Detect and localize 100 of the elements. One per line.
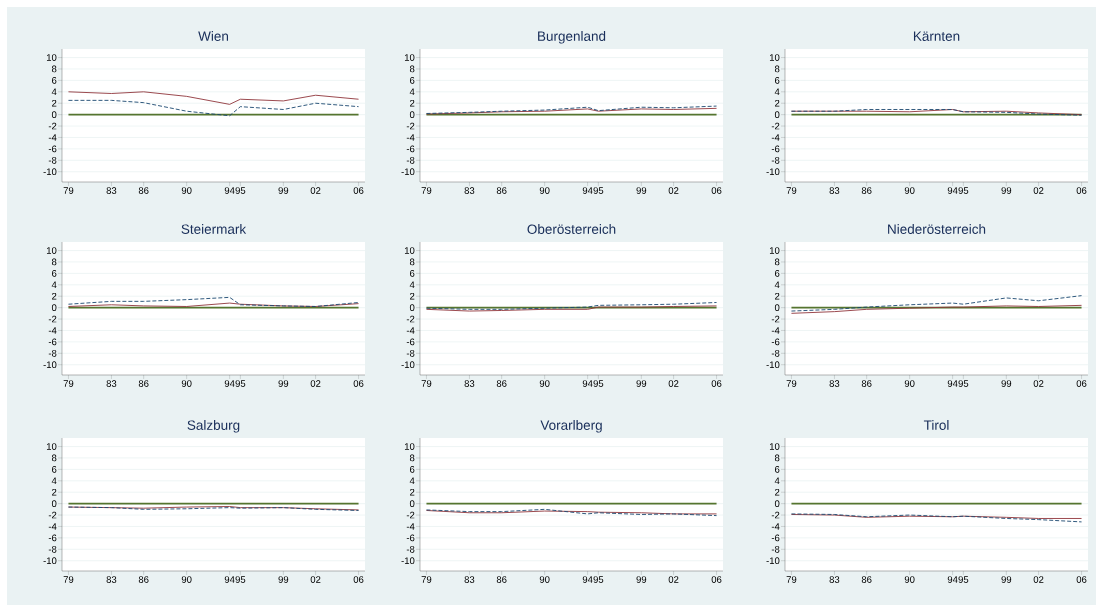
y-tick-label: 4 <box>51 88 57 96</box>
x-tick-label: 86 <box>496 187 507 194</box>
x-tick-label: 86 <box>861 576 872 583</box>
y-tick-label: 8 <box>774 65 780 73</box>
x-tick-label: 99 <box>636 380 647 387</box>
y-tick-label: 6 <box>52 77 57 84</box>
y-tick-label: 8 <box>51 258 57 266</box>
y-tick-label: -6 <box>771 534 780 542</box>
chart-title: Kärnten <box>913 31 960 41</box>
y-tick-label: 8 <box>51 65 57 73</box>
x-tick-label: 99 <box>636 187 647 194</box>
x-tick-label: 90 <box>904 380 915 387</box>
y-tick-label: 4 <box>409 281 415 289</box>
y-tick-label: -10 <box>401 361 415 369</box>
y-tick-label: 4 <box>409 477 415 485</box>
y-tick-label: -4 <box>48 523 57 530</box>
x-tick-label: 95 <box>235 380 246 387</box>
x-tick-label: 79 <box>786 380 797 387</box>
x-tick-label: 94 <box>947 380 958 387</box>
y-tick-label: 6 <box>52 466 57 473</box>
y-tick-label: 4 <box>51 281 57 289</box>
y-tick-label: -10 <box>766 361 780 369</box>
x-tick-label: 95 <box>593 187 604 194</box>
y-tick-label: 2 <box>52 99 57 107</box>
y-tick-label: 2 <box>774 488 780 496</box>
y-tick-label: -10 <box>43 557 57 565</box>
x-tick-label: 99 <box>278 576 289 583</box>
y-tick-label: 2 <box>410 99 415 107</box>
y-tick-label: 6 <box>775 466 780 473</box>
x-tick-label: 83 <box>106 576 117 583</box>
x-tick-label: 99 <box>1001 187 1012 194</box>
line-series <box>68 99 360 117</box>
y-tick-label: 10 <box>769 54 780 61</box>
y-tick-label: 8 <box>409 454 415 462</box>
chart-title: Wien <box>198 31 229 41</box>
y-tick-label: -8 <box>48 156 57 164</box>
x-tick-label: 79 <box>421 380 432 387</box>
x-tick-label: 94 <box>947 576 958 583</box>
x-tick-label: 86 <box>861 380 872 387</box>
x-tick-label: 99 <box>278 380 289 387</box>
x-tick-label: 94 <box>582 187 593 194</box>
y-tick-label: -8 <box>771 349 780 357</box>
y-tick-label: 0 <box>51 500 57 507</box>
x-tick-label: 90 <box>539 576 550 583</box>
x-tick-label: 95 <box>235 576 246 583</box>
chart-title: Salzburg <box>187 420 240 433</box>
x-tick-label: 06 <box>711 576 722 583</box>
y-tick-label: -6 <box>406 145 415 153</box>
x-tick-label: 99 <box>636 576 647 583</box>
y-tick-label: -2 <box>48 315 57 323</box>
x-tick-label: 94 <box>224 380 235 387</box>
y-tick-label: 0 <box>409 111 415 118</box>
y-tick-label: -6 <box>48 534 57 542</box>
x-tick-label: 79 <box>63 380 74 387</box>
y-tick-label: 10 <box>769 443 780 450</box>
y-tick-label: -2 <box>406 122 415 130</box>
y-tick-label: -6 <box>48 145 57 153</box>
y-tick-label: -8 <box>406 156 415 164</box>
y-tick-label: 6 <box>410 77 415 84</box>
y-tick-label: 0 <box>774 304 780 311</box>
line-series <box>68 296 360 307</box>
y-tick-label: -6 <box>771 338 780 346</box>
y-tick-label: -10 <box>401 557 415 565</box>
x-tick-label: 02 <box>310 187 321 194</box>
x-tick-label: 94 <box>224 187 235 194</box>
y-tick-label: 8 <box>774 258 780 266</box>
y-tick-label: 10 <box>46 247 57 254</box>
x-tick-label: 79 <box>786 576 797 583</box>
x-tick-label: 83 <box>464 576 475 583</box>
x-tick-label: 02 <box>310 380 321 387</box>
y-tick-label: 4 <box>51 477 57 485</box>
x-tick-label: 06 <box>711 187 722 194</box>
x-tick-label: 90 <box>539 187 550 194</box>
y-tick-label: -8 <box>48 349 57 357</box>
y-tick-label: 6 <box>410 270 415 277</box>
x-tick-label: 90 <box>539 380 550 387</box>
y-tick-label: -4 <box>48 134 57 141</box>
x-tick-label: 79 <box>63 187 74 194</box>
y-tick-label: -10 <box>766 168 780 176</box>
y-tick-label: 10 <box>769 247 780 254</box>
y-tick-label: -8 <box>771 545 780 553</box>
chart-title: Niederösterreich <box>888 224 986 234</box>
line-series <box>68 91 360 105</box>
y-tick-label: 4 <box>409 88 415 96</box>
x-tick-label: 90 <box>181 187 192 194</box>
x-tick-label: 90 <box>904 187 915 194</box>
y-tick-label: 4 <box>774 477 780 485</box>
x-tick-label: 86 <box>138 380 149 387</box>
y-tick-label: 0 <box>774 111 780 118</box>
x-tick-label: 02 <box>668 187 679 194</box>
x-tick-label: 94 <box>224 576 235 583</box>
x-tick-label: 95 <box>593 576 604 583</box>
line-series <box>791 295 1082 312</box>
x-tick-label: 79 <box>786 187 797 194</box>
x-tick-label: 02 <box>668 576 679 583</box>
y-tick-label: -10 <box>401 168 415 176</box>
line-series <box>791 304 1082 314</box>
x-tick-label: 06 <box>1076 576 1087 583</box>
chart-title: Tirol <box>923 420 949 430</box>
y-tick-label: 0 <box>409 304 415 311</box>
